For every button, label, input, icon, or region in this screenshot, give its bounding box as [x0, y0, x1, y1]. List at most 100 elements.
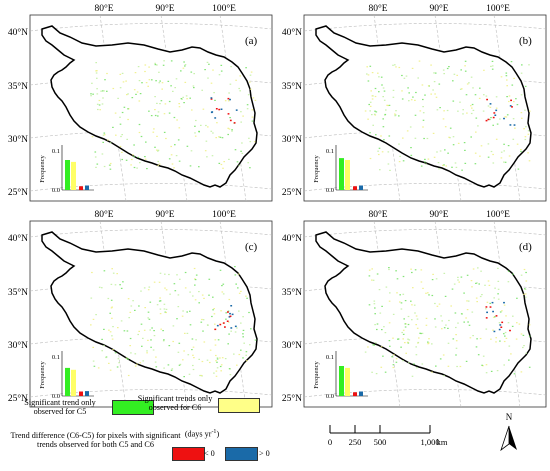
trend-pixel: [180, 98, 183, 100]
trend-pixel: [385, 109, 387, 111]
trend-pixel: [112, 272, 115, 274]
trend-pixel: [159, 313, 162, 315]
trend-pixel: [109, 142, 112, 144]
trend-pixel: [396, 292, 398, 294]
trend-pixel: [109, 168, 112, 170]
trend-pixel: [523, 293, 525, 295]
trend-pixel: [191, 109, 193, 111]
trend-pixel: [456, 74, 458, 76]
trend-pixel: [109, 312, 111, 314]
trend-pixel: [367, 346, 369, 348]
trend-pixel: [186, 145, 189, 147]
trend-pixel: [507, 270, 510, 272]
trend-pixel: [162, 64, 165, 66]
trend-pixel: [512, 273, 514, 275]
trend-pixel: [173, 283, 176, 285]
trend-pixel: [98, 286, 101, 288]
trend-pixel: [201, 294, 204, 296]
trend-pixel: [172, 340, 174, 343]
trend-pixel: [490, 370, 493, 372]
trend-pixel: [155, 80, 157, 82]
trend-pixel: [379, 169, 381, 171]
trend-pixel: [512, 315, 514, 317]
trend-pixel: [158, 82, 161, 84]
trend-pixel: [159, 103, 161, 105]
trend-pixel: [471, 103, 474, 106]
trend-pixel: [373, 113, 376, 115]
trend-pixel: [387, 163, 390, 165]
trend-pixel: [254, 99, 257, 101]
trend-pixel: [220, 364, 223, 366]
trend-pixel: [164, 273, 166, 275]
lon-tick-label: 80°E: [368, 209, 387, 220]
trend-pixel-red: [487, 118, 490, 121]
trend-pixel: [486, 301, 489, 303]
inset-ylabel: Frequency: [39, 155, 46, 183]
inset-bar: [359, 391, 363, 396]
trend-pixel: [148, 286, 151, 288]
trend-pixel: [102, 134, 105, 136]
trend-pixel: [218, 162, 221, 164]
trend-pixel: [227, 310, 230, 312]
trend-pixel-red: [486, 98, 488, 101]
trend-pixel: [417, 341, 420, 344]
trend-pixel: [464, 162, 467, 164]
trend-pixel: [138, 131, 141, 134]
trend-pixel: [405, 75, 408, 77]
trend-pixel: [139, 93, 142, 95]
trend-pixel: [151, 79, 153, 81]
trend-pixel: [455, 340, 458, 342]
trend-pixel: [368, 103, 370, 106]
trend-pixel: [237, 273, 240, 275]
trend-pixel: [407, 87, 409, 89]
trend-pixel: [470, 136, 472, 138]
trend-pixel: [387, 151, 390, 153]
trend-pixel: [524, 109, 526, 111]
trend-pixel: [213, 313, 216, 315]
trend-pixel: [159, 80, 161, 82]
trend-pixel: [478, 97, 481, 99]
trend-pixel: [382, 355, 384, 357]
trend-pixel: [414, 137, 417, 139]
trend-pixel: [463, 142, 466, 144]
trend-pixel: [119, 284, 121, 286]
trend-pixel: [153, 128, 155, 130]
trend-pixel: [434, 326, 437, 328]
trend-pixel: [130, 352, 132, 354]
trend-pixel: [489, 118, 491, 121]
trend-pixel: [450, 305, 452, 307]
trend-pixel: [110, 307, 113, 309]
legend-pos-swatch: [225, 447, 258, 461]
trend-pixel: [466, 274, 469, 276]
trend-pixel: [434, 93, 436, 95]
trend-pixel-blue: [210, 111, 213, 114]
trend-pixel: [435, 278, 438, 280]
trend-pixel: [488, 284, 491, 286]
trend-pixel: [420, 281, 423, 283]
trend-pixel: [377, 150, 379, 152]
trend-pixel: [400, 308, 403, 310]
trend-pixel: [430, 93, 432, 95]
trend-pixel: [168, 273, 170, 276]
trend-pixel: [92, 346, 94, 348]
trend-pixel-blue: [495, 109, 498, 112]
trend-pixel: [515, 98, 517, 100]
trend-pixel: [367, 74, 370, 76]
trend-pixel: [240, 111, 242, 113]
plateau-outline: [315, 231, 532, 394]
trend-pixel: [455, 334, 457, 336]
trend-pixel: [402, 275, 405, 278]
trend-pixel: [427, 292, 429, 294]
trend-pixel: [425, 292, 427, 294]
trend-pixel: [415, 315, 418, 317]
trend-pixel: [416, 327, 419, 329]
trend-pixel: [168, 158, 171, 160]
trend-pixel: [445, 165, 447, 167]
trend-pixel: [224, 100, 227, 102]
trend-pixel: [239, 75, 241, 77]
trend-pixel: [228, 368, 231, 370]
trend-pixel: [422, 98, 424, 101]
trend-pixel: [527, 152, 529, 154]
trend-pixel: [385, 286, 388, 288]
trend-pixel: [452, 136, 455, 138]
